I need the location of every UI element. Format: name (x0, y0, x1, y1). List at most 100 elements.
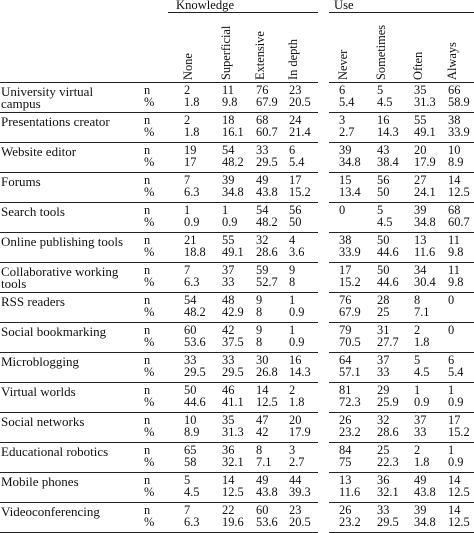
count-cell: 65 (184, 443, 197, 457)
count-cell: 54 (222, 143, 235, 157)
row-label: Social bookmarking (1, 324, 107, 339)
percent-cell: 5.4 (448, 365, 464, 379)
percent-cell: 23.2 (339, 425, 361, 439)
row-separator (0, 442, 318, 443)
group-header-knowledge: Knowledge (176, 0, 235, 12)
percent-cell: 24.1 (414, 185, 436, 199)
percent-cell: 33.9 (448, 125, 470, 139)
row-label: Videoconferencing (1, 504, 100, 519)
count-cell: 56 (289, 203, 302, 217)
n-symbol: n (144, 383, 151, 397)
count-cell: 37 (377, 353, 390, 367)
count-cell: 35 (414, 83, 427, 97)
percent-cell: 19.6 (222, 515, 244, 529)
percent-cell: 12.5 (256, 395, 278, 409)
percent-cell: 20.5 (289, 515, 311, 529)
count-cell: 50 (377, 263, 390, 277)
percent-cell: 23.2 (339, 515, 361, 529)
count-cell: 14 (448, 173, 461, 187)
row-separator (0, 202, 318, 203)
count-cell: 56 (377, 173, 390, 187)
count-cell: 76 (256, 83, 269, 97)
count-cell: 9 (256, 293, 263, 307)
row-label: Virtual worlds (1, 384, 76, 399)
count-cell: 33 (256, 143, 269, 157)
row-separator (329, 412, 474, 413)
percent-cell: 33 (377, 365, 390, 379)
count-cell: 50 (184, 383, 197, 397)
count-cell: 39 (339, 143, 352, 157)
row-label: Social networks (1, 414, 85, 429)
percent-cell: 33 (414, 425, 427, 439)
percent-cell: 0.9 (448, 395, 464, 409)
count-cell: 35 (222, 413, 235, 427)
n-symbol: n (144, 443, 151, 457)
count-cell: 11 (448, 263, 460, 277)
percent-cell: 42 (256, 425, 269, 439)
row-label: Mobile phones (1, 474, 79, 489)
percent-cell: 72.3 (339, 395, 361, 409)
percent-cell: 9.8 (448, 275, 464, 289)
percent-cell: 58.9 (448, 95, 470, 109)
count-cell: 20 (289, 413, 302, 427)
count-cell: 79 (339, 323, 352, 337)
count-cell: 1 (289, 323, 296, 337)
row-separator (0, 262, 318, 263)
count-cell: 5 (414, 353, 421, 367)
count-cell: 66 (448, 83, 461, 97)
percent-cell: 9.8 (222, 95, 238, 109)
row-separator (0, 232, 318, 233)
count-cell: 21 (184, 233, 197, 247)
percent-cell: 4.5 (184, 485, 200, 499)
count-cell: 34 (414, 263, 427, 277)
percent-cell: 15.2 (448, 425, 470, 439)
count-cell: 38 (339, 233, 352, 247)
row-separator (0, 142, 318, 143)
percent-cell: 58 (184, 455, 197, 469)
percent-cell: 7.1 (414, 305, 430, 319)
percent-cell: 0.9 (289, 335, 305, 349)
count-cell: 1 (448, 443, 455, 457)
pct-symbol: % (144, 485, 155, 499)
column-header-in-depth: In depth (286, 39, 300, 80)
count-cell: 3 (289, 443, 296, 457)
n-symbol: n (144, 323, 151, 337)
percent-cell: 70.5 (339, 335, 361, 349)
count-cell: 36 (222, 443, 235, 457)
row-separator (329, 172, 474, 173)
count-cell: 14 (256, 383, 269, 397)
percent-cell: 20.5 (289, 95, 311, 109)
count-cell: 59 (256, 263, 269, 277)
count-cell: 33 (222, 353, 235, 367)
n-symbol: n (144, 113, 151, 127)
row-separator (329, 262, 474, 263)
count-cell: 1 (222, 203, 229, 217)
column-header-never: Never (336, 49, 350, 80)
percent-cell: 6.3 (184, 515, 200, 529)
count-cell: 10 (448, 143, 461, 157)
percent-cell: 8.9 (448, 155, 464, 169)
pct-symbol: % (144, 515, 155, 529)
count-cell: 60 (184, 323, 197, 337)
percent-cell: 48.2 (184, 305, 206, 319)
percent-cell: 0.9 (414, 395, 430, 409)
percent-cell: 48.2 (256, 215, 278, 229)
count-cell: 60 (256, 503, 269, 517)
n-symbol: n (144, 473, 151, 487)
count-cell: 33 (184, 353, 197, 367)
percent-cell: 6.3 (184, 275, 200, 289)
percent-cell: 15.2 (339, 275, 361, 289)
percent-cell: 29.5 (256, 155, 278, 169)
count-cell: 9 (289, 263, 296, 277)
percent-cell: 1.8 (184, 125, 200, 139)
pct-symbol: % (144, 245, 155, 259)
count-cell: 54 (256, 203, 269, 217)
count-cell: 48 (222, 293, 235, 307)
percent-cell: 43.8 (414, 485, 436, 499)
count-cell: 6 (289, 143, 296, 157)
column-header-sometimes: Sometimes (374, 24, 388, 80)
count-cell: 6 (339, 83, 346, 97)
count-cell: 7 (184, 173, 191, 187)
percent-cell: 31.3 (414, 95, 436, 109)
count-cell: 1 (448, 383, 455, 397)
